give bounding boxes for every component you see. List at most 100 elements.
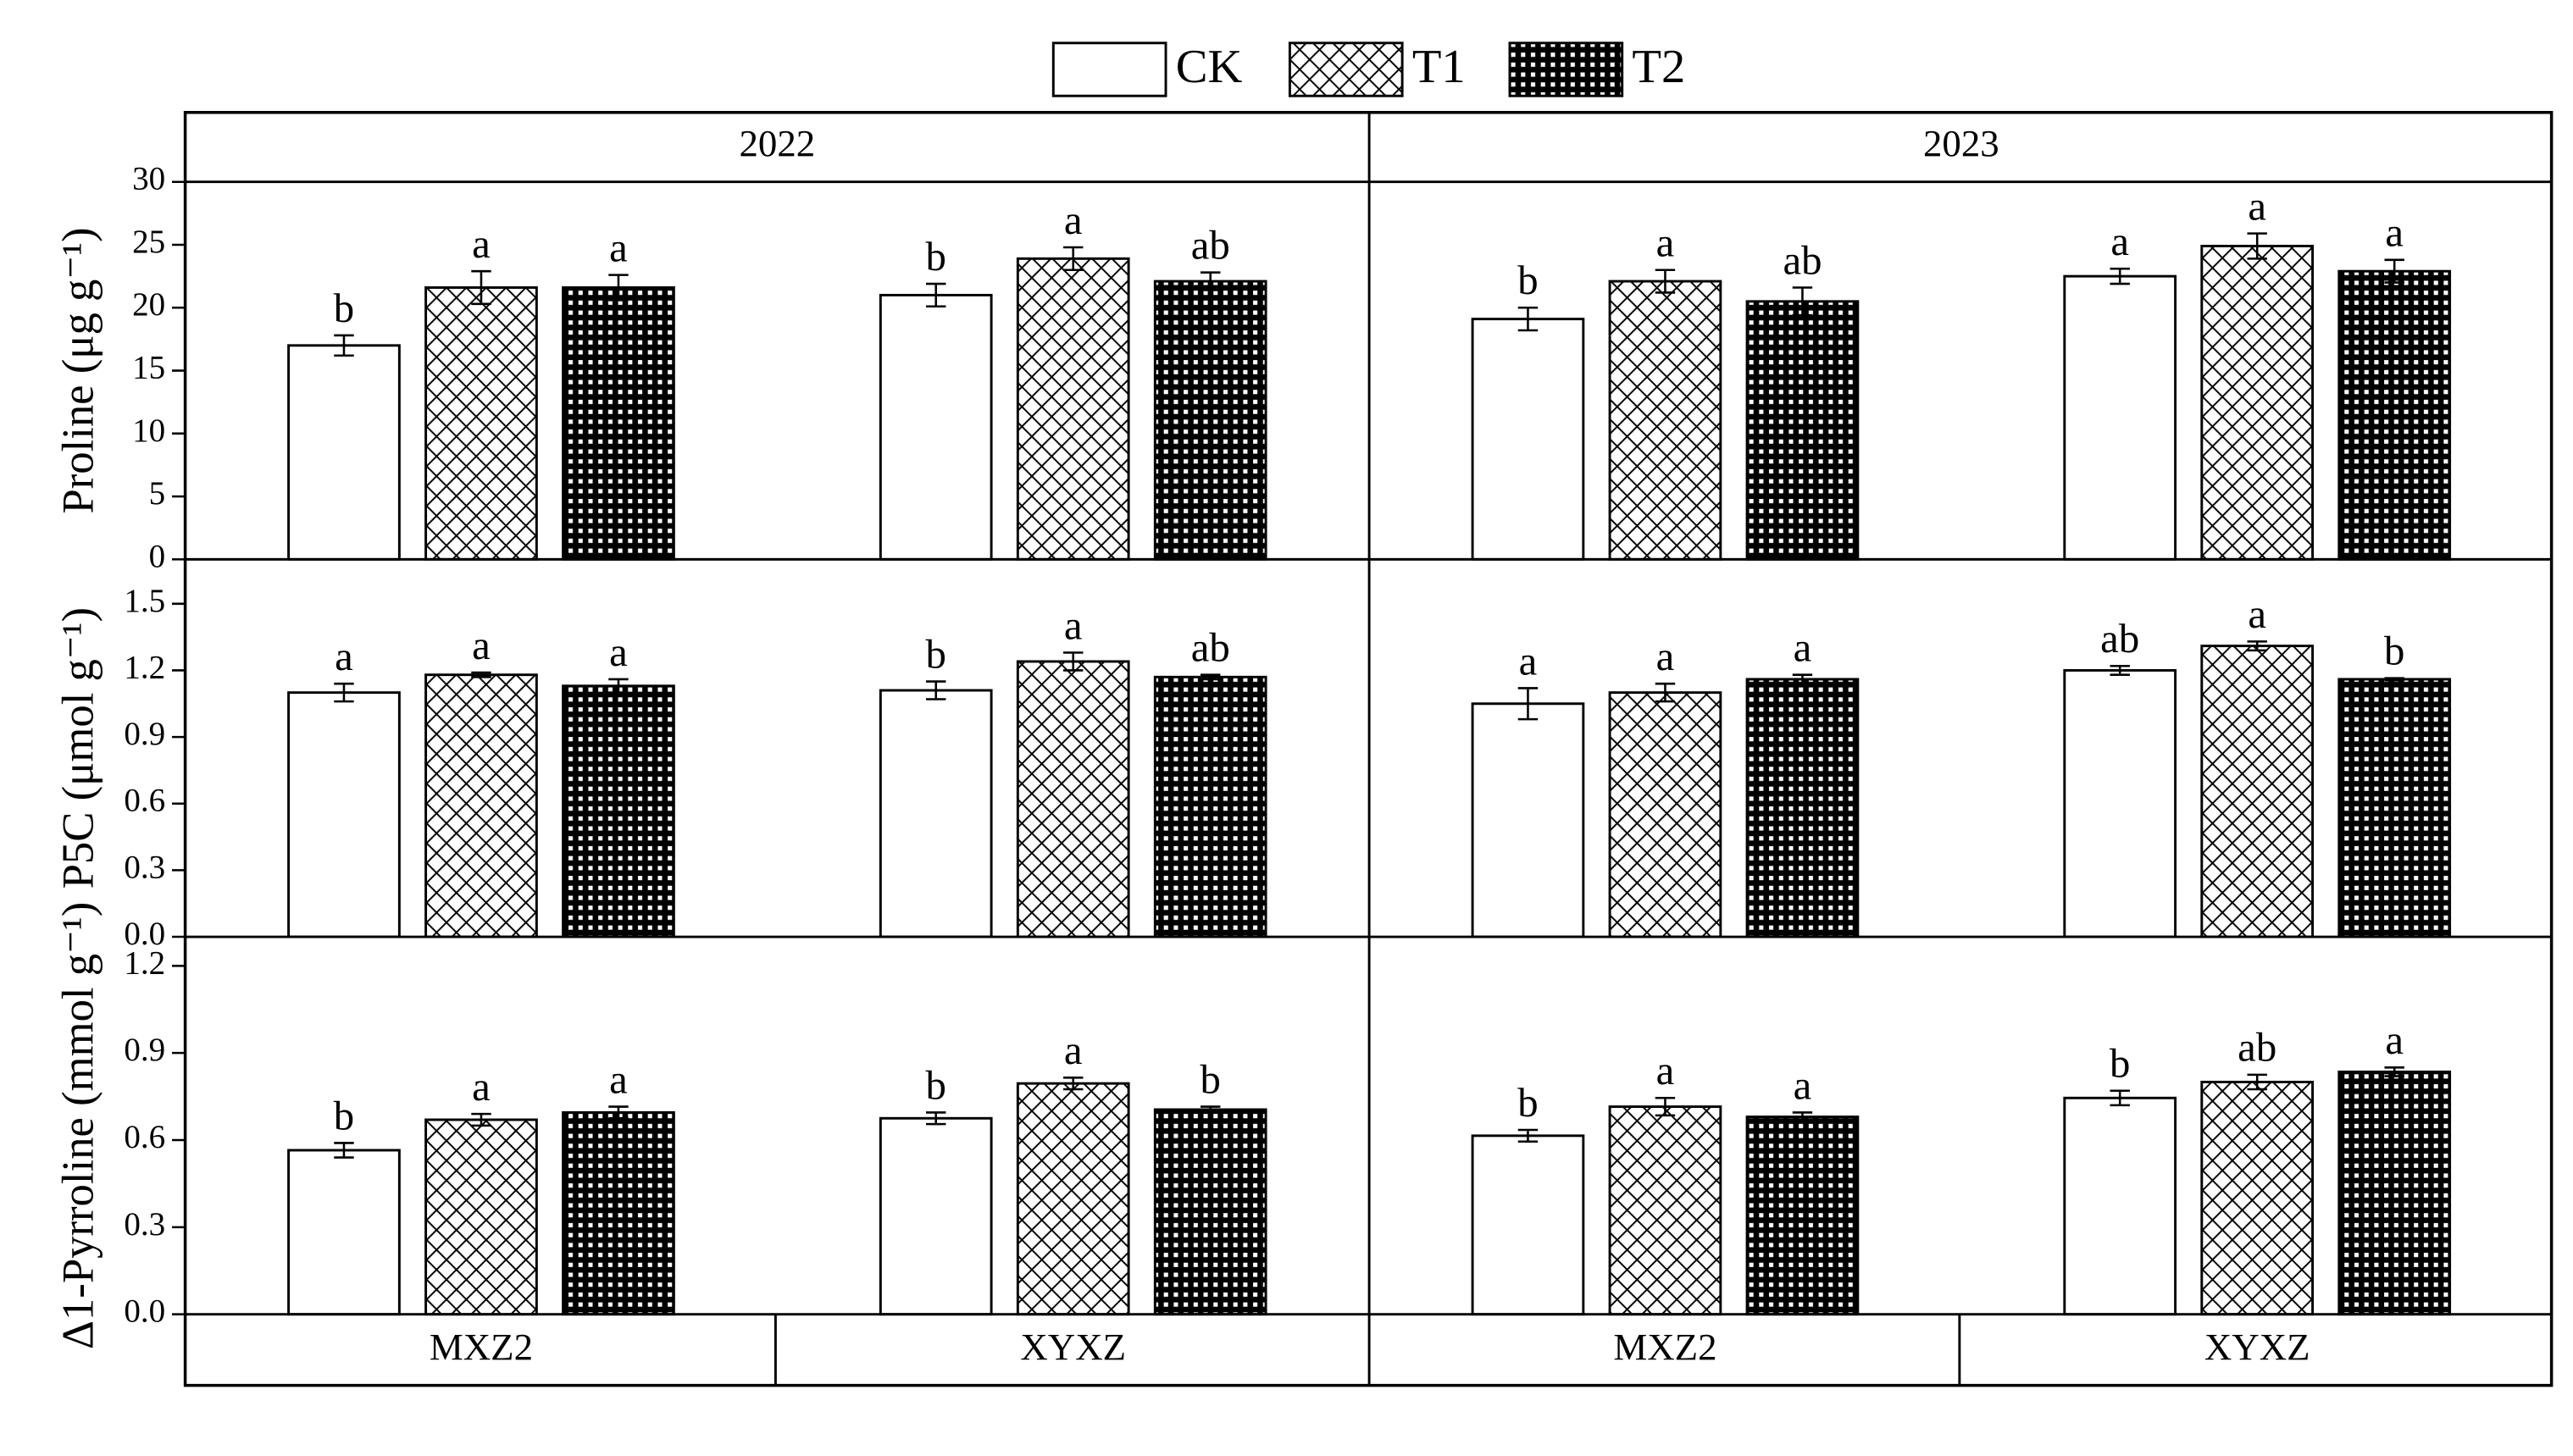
error-bar <box>608 678 629 694</box>
bar <box>2063 274 2177 561</box>
significance-letter: a <box>1794 1062 1812 1108</box>
significance-letter: ab <box>1191 625 1230 671</box>
y-tick-label: 30 <box>132 161 165 197</box>
bar <box>424 673 538 938</box>
bar <box>2337 269 2452 561</box>
bar <box>2200 645 2315 938</box>
column-label: 2023 <box>1923 122 1999 164</box>
bar <box>1745 678 1860 938</box>
error-bar <box>926 1111 946 1126</box>
bar <box>1608 280 1722 561</box>
error-bar <box>1201 673 1221 681</box>
legend-swatch <box>1051 42 1167 97</box>
error-bar <box>471 269 491 306</box>
significance-letter: b <box>1201 1056 1221 1102</box>
y-tick-label: 1.2 <box>124 649 165 685</box>
y-tick-label: 10 <box>132 412 165 449</box>
error-bar <box>1063 246 1084 271</box>
error-bar <box>334 334 354 357</box>
bar <box>562 684 675 938</box>
y-tick-label: 1.2 <box>124 944 165 981</box>
bar <box>2063 1096 2177 1316</box>
bar <box>879 293 993 561</box>
error-bar <box>608 1105 629 1120</box>
significance-letter: ab <box>1783 237 1822 283</box>
bar <box>424 1118 538 1316</box>
significance-letter: a <box>1519 638 1538 684</box>
error-bar <box>926 282 946 308</box>
significance-letter: b <box>926 631 946 677</box>
bar <box>287 1149 401 1316</box>
significance-letter: a <box>2385 1017 2404 1063</box>
y-tick-label: 0.0 <box>124 1293 165 1330</box>
error-bar <box>1063 1077 1084 1091</box>
error-bar <box>2247 640 2267 652</box>
bar <box>1153 280 1267 561</box>
x-category-label: MXZ2 <box>1613 1326 1716 1368</box>
error-bar <box>1792 1111 1813 1122</box>
y-tick-label: 20 <box>132 286 165 323</box>
bar <box>1016 660 1130 938</box>
error-bar <box>1655 269 1676 294</box>
bar <box>2337 678 2452 938</box>
bar <box>1608 691 1722 938</box>
y-tick-label: 15 <box>132 350 165 386</box>
error-bar <box>2247 232 2267 260</box>
significance-letter: a <box>609 629 628 675</box>
significance-letter: a <box>1656 634 1675 679</box>
error-bar <box>334 682 354 703</box>
y-tick-label: 5 <box>149 475 166 512</box>
y-tick-label: 0 <box>149 538 166 574</box>
significance-letter: a <box>1794 625 1812 671</box>
error-bar <box>2384 677 2404 682</box>
bar <box>1016 257 1130 561</box>
y-axis-label: Proline (μg g⁻¹) <box>54 227 103 513</box>
y-tick-label: 0.6 <box>124 1119 165 1155</box>
significance-letter: b <box>1517 257 1538 303</box>
significance-letter: b <box>926 234 946 280</box>
error-bar <box>471 1112 491 1127</box>
significance-letter: b <box>926 1062 946 1108</box>
y-tick-label: 0.9 <box>124 716 165 752</box>
y-tick-label: 0.0 <box>124 916 165 952</box>
significance-letter: a <box>472 623 491 668</box>
legend-label: T1 <box>1412 41 1466 93</box>
y-tick-label: 25 <box>132 224 165 260</box>
error-bar <box>1792 673 1813 685</box>
y-tick-label: 0.3 <box>124 849 165 885</box>
bar <box>1153 675 1267 938</box>
error-bar <box>2247 1073 2267 1091</box>
significance-letter: a <box>609 1056 628 1102</box>
error-bar <box>334 1142 354 1159</box>
bar <box>879 1116 993 1316</box>
error-bar <box>1792 286 1813 317</box>
significance-letter: b <box>334 285 354 331</box>
significance-letter: a <box>2248 184 2266 230</box>
y-tick-label: 0.6 <box>124 783 165 819</box>
x-category-label: XYXZ <box>1020 1326 1126 1368</box>
significance-letter: a <box>2248 591 2266 637</box>
error-bar <box>1655 1097 1676 1117</box>
error-bar <box>1201 1105 1221 1114</box>
bar <box>2200 1080 2315 1316</box>
bar <box>1471 318 1585 561</box>
error-bar <box>1517 687 1539 721</box>
significance-letter: ab <box>2238 1025 2276 1071</box>
significance-letter: b <box>1517 1080 1538 1126</box>
significance-letter: a <box>1656 220 1675 266</box>
y-tick-label: 0.3 <box>124 1206 165 1243</box>
significance-letter: a <box>1064 1027 1083 1073</box>
x-category-label: MXZ2 <box>430 1326 533 1368</box>
legend-swatch <box>1288 42 1404 97</box>
y-tick-label: 0.9 <box>124 1032 165 1068</box>
bar <box>562 1110 675 1316</box>
error-bar <box>2110 664 2130 676</box>
y-axis-label: Δ1-Pyrroline (mmol g⁻¹) <box>54 902 103 1349</box>
bar <box>1153 1108 1267 1316</box>
legend-label: CK <box>1176 41 1243 93</box>
bar <box>287 344 401 561</box>
error-bar <box>1201 271 1221 291</box>
bar <box>1016 1082 1130 1316</box>
bar <box>1471 702 1585 938</box>
